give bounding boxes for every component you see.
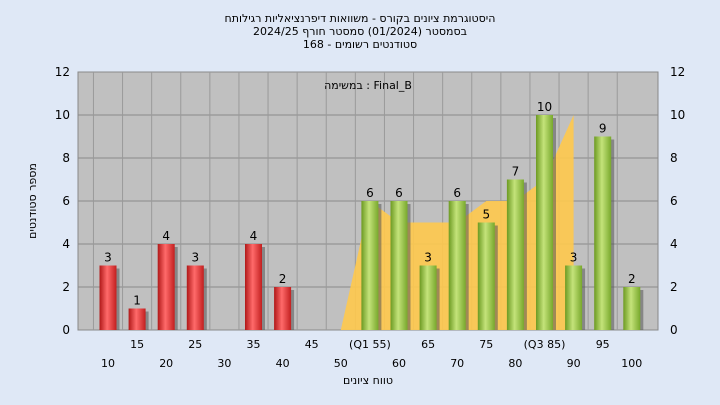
x-tick: 25: [188, 338, 202, 351]
value-labels: 3 1 4 3 4 2 6 6 3 6 5 7 10 3 9 2: [104, 100, 635, 308]
bar-fill: [594, 136, 612, 330]
x-tick: 50: [334, 357, 348, 370]
value-label: 10: [537, 100, 552, 114]
y-tick-left: 10: [55, 108, 70, 122]
bar-fill: [99, 265, 117, 330]
y-tick-left: 12: [55, 65, 70, 79]
bar-fill: [448, 201, 466, 330]
value-label: 3: [424, 251, 432, 265]
chart-title-line-3: סטודנטים רשומים - 168: [303, 38, 417, 51]
bar-15: [128, 308, 149, 330]
x-tick: 35: [247, 338, 261, 351]
y-tick-left: 4: [62, 237, 70, 251]
value-label: 3: [191, 251, 199, 265]
bar-fill: [274, 287, 292, 330]
value-label: 2: [279, 272, 287, 286]
y-tick-left: 0: [62, 323, 70, 337]
x-tick: 70: [450, 357, 464, 370]
bar-55: [361, 201, 382, 330]
value-label: 4: [250, 229, 258, 243]
value-label: 3: [104, 251, 112, 265]
bar-fill: [390, 201, 408, 330]
bar-100: [623, 287, 644, 330]
x-tick: 45: [305, 338, 319, 351]
bar-10: [99, 265, 120, 330]
chart-title-line-2: בסמסטר (01/2024) סמסטר חורף 2024/25: [253, 25, 467, 38]
bar-fill: [128, 308, 146, 330]
bar-fill: [157, 244, 175, 330]
x-tick: 80: [508, 357, 522, 370]
bar-fill: [477, 222, 495, 330]
x-tick: 100: [621, 357, 642, 370]
y-tick-right: 6: [670, 194, 678, 208]
bar-fill: [623, 287, 641, 330]
bar-35: [245, 244, 265, 330]
x-tick: 15: [130, 338, 144, 351]
x-tick: 10: [101, 357, 115, 370]
y-tick-right: 0: [670, 323, 678, 337]
bar-75: [477, 222, 498, 330]
y-tick-left: 2: [62, 280, 70, 294]
x-tick: 20: [159, 357, 173, 370]
y-axis-label: מספר סטודנטים: [26, 163, 39, 239]
x-tick: 65: [421, 338, 435, 351]
y-tick-right: 10: [670, 108, 685, 122]
bar-40: [274, 287, 295, 330]
x-tick: 30: [217, 357, 231, 370]
bar-65: [419, 265, 440, 330]
bar-fill: [186, 265, 204, 330]
bar-fill: [361, 201, 379, 330]
value-label: 4: [162, 229, 170, 243]
bar-fill: [506, 179, 524, 330]
bar-fill: [536, 115, 553, 330]
bar-90: [565, 265, 586, 330]
x-tick: 75: [479, 338, 493, 351]
bar-85: [536, 115, 556, 330]
x-axis-ticks: 10 15 20 25 30 35 40 45 50(Q1 55)60 65 70 75 80(Q3 8…: [101, 338, 642, 370]
x-tick: (Q3 85): [524, 338, 566, 351]
y-tick-right: 4: [670, 237, 678, 251]
legend-label: במשימה : Final_B: [324, 79, 412, 92]
bar-70: [448, 201, 469, 330]
y-tick-left: 6: [62, 194, 70, 208]
y-tick-left: 8: [62, 151, 70, 165]
bar-fill: [565, 265, 583, 330]
y-tick-right: 12: [670, 65, 685, 79]
value-label: 6: [453, 186, 461, 200]
value-label: 2: [628, 272, 636, 286]
bars: [99, 115, 644, 330]
bar-fill: [419, 265, 437, 330]
bar-60: [390, 201, 411, 330]
x-tick: 90: [567, 357, 581, 370]
x-tick: 40: [276, 357, 290, 370]
value-label: 7: [512, 165, 520, 179]
x-axis-label: טווח ציונים: [343, 374, 393, 387]
x-tick: (Q1 55): [349, 338, 391, 351]
bar-80: [506, 179, 527, 330]
x-tick: 60: [392, 357, 406, 370]
value-label: 5: [482, 208, 490, 222]
value-label: 9: [599, 122, 607, 136]
value-label: 6: [395, 186, 403, 200]
bar-25: [186, 265, 207, 330]
chart-title-line-1: היסטוגרמת ציונים בקורס - משוואות דיפרנצי…: [225, 12, 496, 25]
bar-95: [594, 136, 615, 330]
y-tick-right: 2: [670, 280, 678, 294]
y-tick-right: 8: [670, 151, 678, 165]
x-tick: 95: [596, 338, 610, 351]
bar-20: [157, 244, 178, 330]
value-label: 3: [570, 251, 578, 265]
value-label: 1: [133, 294, 141, 308]
bar-fill: [245, 244, 262, 330]
y-axis-left-ticks: 0 2 4 6 8 10 12: [55, 65, 70, 337]
value-label: 6: [366, 186, 374, 200]
y-axis-right-ticks: 0 2 4 6 8 10 12: [670, 65, 685, 337]
